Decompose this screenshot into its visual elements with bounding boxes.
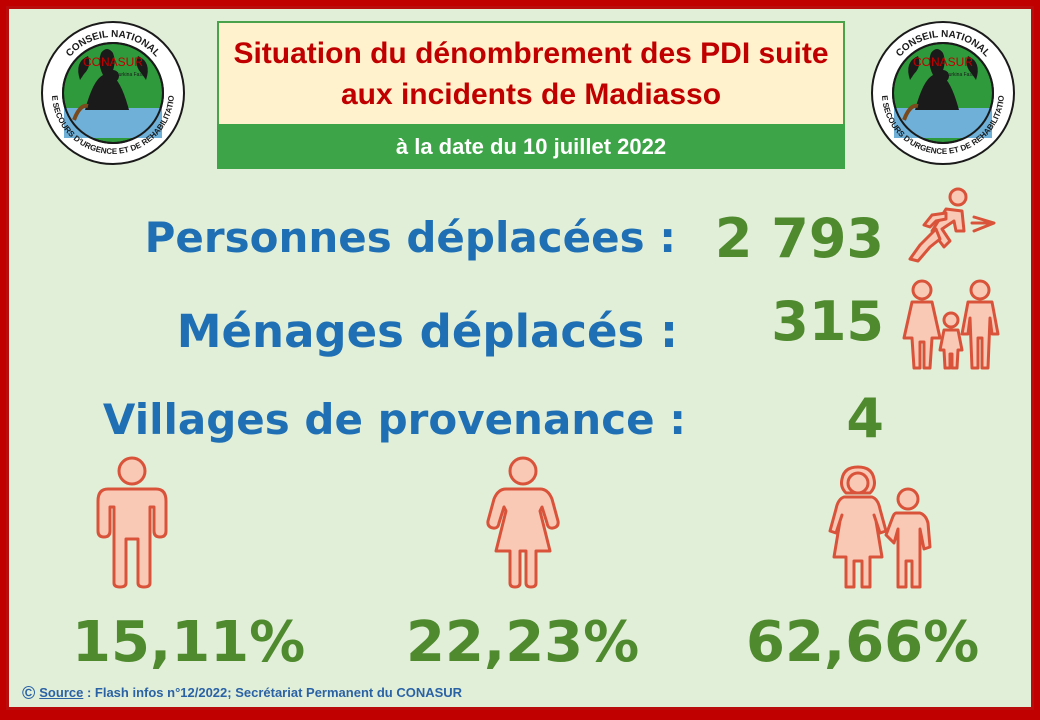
conasur-logo-left: CONSEIL NATIONAL DE SECOURS D'URGENCE ET… (40, 20, 186, 166)
copyright-icon: © (22, 683, 36, 703)
title-line-1: Situation du dénombrement des PDI suite (233, 37, 829, 70)
title-box: Situation du dénombrement des PDI suite … (217, 21, 845, 169)
displaced-persons-value: 2 793 (714, 207, 884, 270)
date-banner: à la date du 10 juillet 2022 (217, 124, 845, 169)
origin-villages-value: 4 (846, 387, 884, 450)
man-icon (94, 455, 170, 590)
children-percentage: 62,66% (746, 610, 980, 675)
running-person-icon (906, 185, 998, 265)
title-panel: Situation du dénombrement des PDI suite … (217, 21, 845, 126)
woman-icon (484, 455, 562, 590)
displaced-households-label: Ménages déplacés : (176, 305, 678, 358)
family-icon (900, 278, 1004, 370)
men-percentage: 15,11% (72, 610, 306, 675)
displaced-persons-label: Personnes déplacées : (144, 213, 676, 262)
conasur-logo-right: CONSEIL NATIONAL DE SECOURS D'URGENCE ET… (870, 20, 1016, 166)
page-title: Situation du dénombrement des PDI suite … (219, 33, 843, 115)
logo-country: Burkina Faso (945, 72, 975, 78)
origin-villages-label: Villages de provenance : (102, 395, 686, 444)
source-credit: © Source : Flash infos n°12/2022; Secréta… (22, 683, 462, 704)
women-percentage: 22,23% (406, 610, 640, 675)
mother-child-icon (824, 465, 934, 590)
displaced-households-value: 315 (771, 290, 884, 353)
source-word: Source (39, 685, 84, 700)
source-text: : Flash infos n°12/2022; Secrétariat Per… (83, 685, 463, 700)
logo-country: Burkina Faso (115, 72, 145, 78)
logo-acronym: CONASUR (913, 55, 973, 69)
title-line-2: aux incidents de Madiasso (340, 78, 722, 111)
logo-acronym: CONASUR (83, 55, 143, 69)
